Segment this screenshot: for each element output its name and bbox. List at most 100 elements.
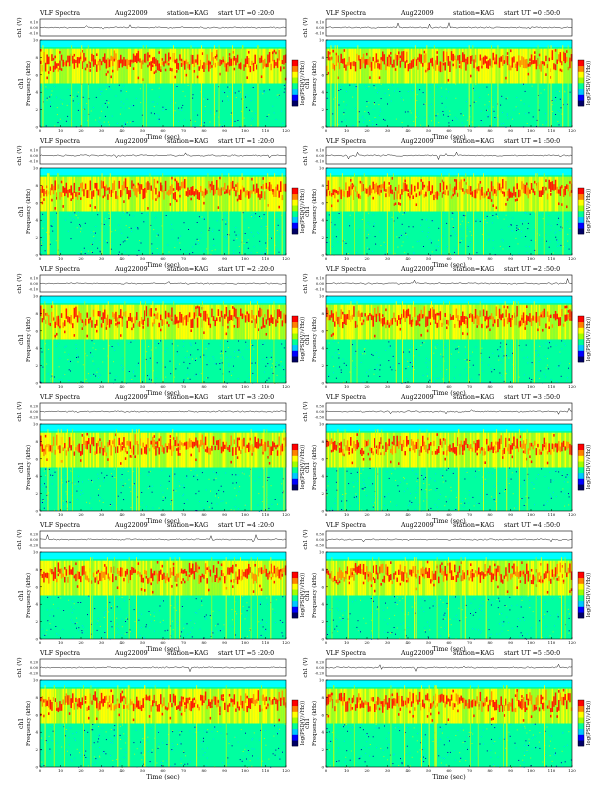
x-tick-label: 40 xyxy=(119,128,125,133)
y-tick-label: 10 xyxy=(33,38,39,43)
y-tick-label: 2 xyxy=(35,619,38,624)
colorbar-segment xyxy=(292,612,298,619)
amplitude-tick-label: 0.00 xyxy=(30,666,39,670)
x-tick-label: 100 xyxy=(527,256,535,261)
colorbar-segment xyxy=(292,711,298,718)
spectrogram-cells xyxy=(40,560,287,596)
spectrogram-cells xyxy=(40,688,287,724)
colorbar-segment xyxy=(578,94,584,101)
x-tick-label: 60 xyxy=(446,768,452,773)
panel-date: Aug22009 xyxy=(400,10,434,17)
colorbar-segment xyxy=(578,612,584,619)
spectrogram-cells xyxy=(40,432,287,468)
colorbar-segment xyxy=(578,60,584,67)
x-tick-label: 10 xyxy=(344,768,350,773)
y-tick-label: 0 xyxy=(321,253,324,258)
colorbar-segment xyxy=(292,188,298,195)
x-tick-label: 90 xyxy=(508,512,514,517)
colorbar-segment xyxy=(292,222,298,229)
panel-title: VLF Spectra xyxy=(325,394,366,401)
amplitude-tick-label: 0.10 xyxy=(316,277,325,281)
y-tick-label: 0 xyxy=(321,125,324,130)
colorbar-label: log(PSD(V/√Hz)) xyxy=(299,701,306,745)
x-tick-label: 40 xyxy=(119,512,125,517)
x-tick-label: 40 xyxy=(119,768,125,773)
x-tick-label: 50 xyxy=(426,128,432,133)
x-tick-label: 60 xyxy=(446,384,452,389)
y-tick-label: 0 xyxy=(35,125,38,130)
colorbar-segment xyxy=(292,472,298,479)
colorbar-segment xyxy=(578,589,584,596)
amplitude-tick-label: 0.50 xyxy=(316,533,325,537)
x-tick-label: 10 xyxy=(344,256,350,261)
amplitude-tick-label: -0.10 xyxy=(29,160,39,164)
panel-station: station=KAG xyxy=(167,266,208,273)
x-tick-label: 10 xyxy=(344,512,350,517)
x-tick-label: 0 xyxy=(39,384,42,389)
x-tick-label: 70 xyxy=(181,512,187,517)
panel-start-time: start UT =4 :20:0 xyxy=(218,522,274,529)
frequency-axis-label: Frequency (kHz) xyxy=(25,61,32,106)
colorbar-segment xyxy=(578,705,584,712)
x-tick-label: 80 xyxy=(487,512,493,517)
x-tick-label: 40 xyxy=(405,512,411,517)
x-tick-label: 110 xyxy=(262,384,270,389)
amplitude-tick-label: 0.50 xyxy=(316,405,325,409)
colorbar-segment xyxy=(292,577,298,584)
x-tick-label: 20 xyxy=(78,256,84,261)
time-axis-label: Time (sec) xyxy=(146,518,179,525)
colorbar-segment xyxy=(292,71,298,78)
spectrogram-channel-label: ch1 xyxy=(304,334,311,345)
spectrogram-panel: VLF Spectra Aug22009 station=KAG start UT =… xyxy=(16,266,306,397)
y-tick-label: 8 xyxy=(321,183,324,188)
panel-start-time: start UT =2 :50:0 xyxy=(504,266,560,273)
colorbar-frame xyxy=(577,187,585,235)
x-tick-label: 30 xyxy=(99,768,105,773)
spectrogram-upper-band xyxy=(40,680,286,687)
panel-date: Aug22009 xyxy=(400,266,434,273)
colorbar-segment xyxy=(292,321,298,328)
colorbar-segment xyxy=(578,327,584,334)
panel-station: station=KAG xyxy=(453,138,494,145)
x-tick-label: 70 xyxy=(467,640,473,645)
colorbar-segment xyxy=(578,71,584,78)
frequency-axis-label: Frequency (kHz) xyxy=(311,317,318,362)
x-tick-label: 10 xyxy=(58,384,64,389)
y-tick-label: 10 xyxy=(319,38,325,43)
spectrogram-noise xyxy=(40,723,286,768)
spectrogram-cells xyxy=(40,176,287,212)
spectrogram-cells xyxy=(326,560,573,596)
frequency-axis-label: Frequency (kHz) xyxy=(25,317,32,362)
x-tick-label: 20 xyxy=(364,128,370,133)
spectrogram-cells xyxy=(326,48,573,84)
x-tick-label: 100 xyxy=(241,768,249,773)
spherics-streaks xyxy=(90,557,272,639)
time-axis-label: Time (sec) xyxy=(432,390,465,397)
time-axis-label: Time (sec) xyxy=(146,262,179,269)
colorbar-segment xyxy=(578,100,584,107)
x-tick-label: 40 xyxy=(405,256,411,261)
amplitude-trace xyxy=(40,24,287,30)
x-tick-label: 0 xyxy=(39,256,42,261)
colorbar-segment xyxy=(578,472,584,479)
x-tick-label: 50 xyxy=(426,768,432,773)
x-tick-label: 20 xyxy=(78,640,84,645)
colorbar-segment xyxy=(292,94,298,101)
colorbar-segment xyxy=(578,188,584,195)
panel-title: VLF Spectra xyxy=(39,138,80,145)
colorbar-frame xyxy=(577,443,585,491)
amplitude-tick-label: 0.20 xyxy=(30,405,39,409)
spectrogram-channel-label: ch1 xyxy=(304,78,311,89)
colorbar-frame xyxy=(577,315,585,363)
spherics-streaks xyxy=(337,429,528,511)
x-tick-label: 50 xyxy=(140,384,146,389)
colorbar-segment xyxy=(578,700,584,707)
amplitude-trace xyxy=(325,407,573,415)
amplitude-tick-label: 0.00 xyxy=(30,26,39,30)
panel-station: station=KAG xyxy=(167,522,208,529)
time-axis-label: Time (sec) xyxy=(146,646,179,653)
x-tick-label: 10 xyxy=(58,640,64,645)
amplitude-trace xyxy=(39,533,287,543)
x-tick-label: 100 xyxy=(527,384,535,389)
amplitude-tick-label: -0.20 xyxy=(29,544,39,548)
